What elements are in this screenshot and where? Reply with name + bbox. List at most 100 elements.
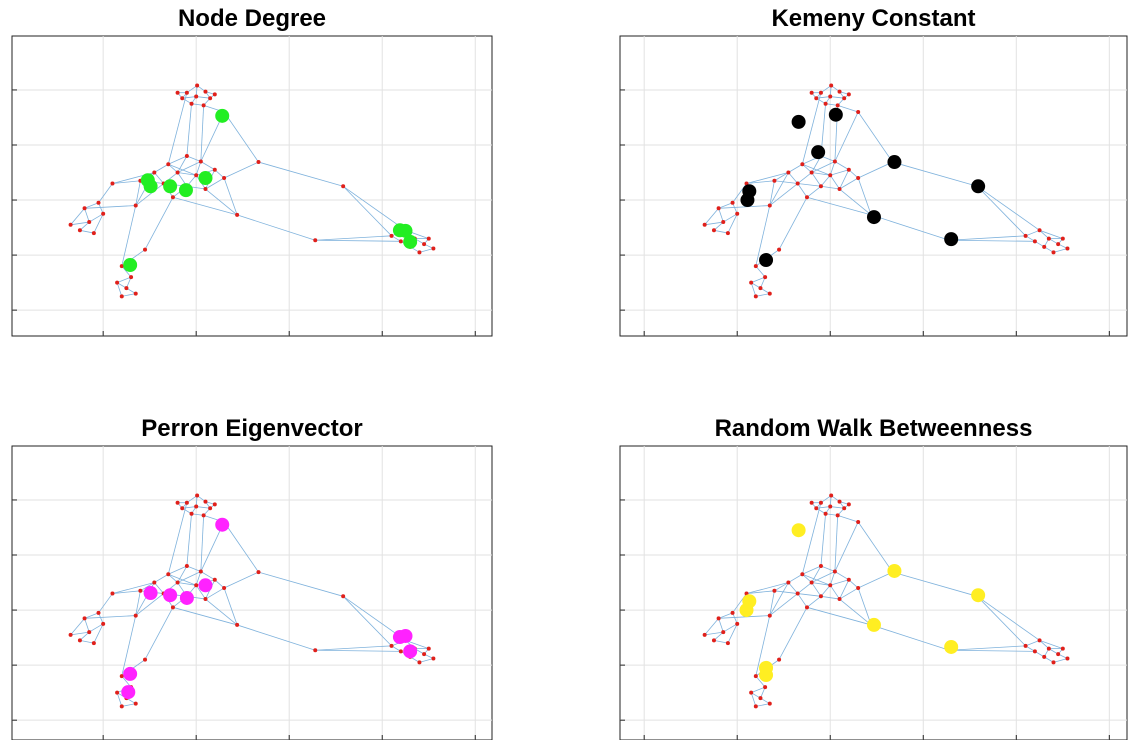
node <box>753 674 758 679</box>
edge <box>848 579 859 589</box>
highlight-node <box>403 644 418 659</box>
node <box>735 211 740 216</box>
edge <box>806 595 822 608</box>
edge <box>797 183 821 187</box>
edge <box>830 169 849 176</box>
edge <box>168 163 178 173</box>
edge <box>755 615 771 677</box>
node <box>87 630 92 635</box>
edge <box>801 502 822 575</box>
highlight-node <box>944 232 959 247</box>
edge <box>419 658 434 663</box>
node <box>313 238 318 243</box>
plot-area <box>11 445 493 740</box>
node <box>143 657 148 662</box>
edge <box>144 197 174 250</box>
highlight-node <box>178 183 193 198</box>
node <box>426 236 431 241</box>
edge <box>857 161 893 179</box>
node <box>201 103 206 108</box>
node <box>235 622 240 627</box>
edge <box>315 649 401 652</box>
node <box>212 167 217 172</box>
highlight-node <box>215 517 230 532</box>
highlight-node <box>739 603 754 618</box>
edge <box>70 208 85 226</box>
node <box>82 616 87 621</box>
node <box>711 228 716 233</box>
node <box>201 513 206 518</box>
node <box>389 643 394 648</box>
edge <box>892 161 978 187</box>
node <box>725 641 730 646</box>
edge <box>704 631 724 636</box>
edge <box>797 183 808 198</box>
node <box>341 184 346 189</box>
node <box>143 247 148 252</box>
node <box>194 173 199 178</box>
node <box>837 597 842 602</box>
edge <box>746 582 789 594</box>
edge <box>1039 640 1050 649</box>
edge <box>976 595 1040 641</box>
edge <box>177 571 202 583</box>
edge <box>704 618 719 636</box>
edge <box>802 163 812 173</box>
edge <box>837 104 859 113</box>
edge <box>811 582 831 586</box>
edge <box>774 180 798 184</box>
edge <box>154 172 164 184</box>
edge <box>214 169 225 179</box>
edge <box>839 579 850 600</box>
node <box>175 90 180 95</box>
node <box>846 502 851 507</box>
edge <box>98 183 113 204</box>
edge <box>79 631 90 641</box>
edge <box>829 161 836 176</box>
edge <box>811 161 836 173</box>
chart-title: Perron Eigenvector <box>141 415 362 442</box>
edge <box>857 587 872 626</box>
node <box>1046 646 1051 651</box>
node <box>730 200 735 205</box>
edge <box>834 515 839 572</box>
node <box>823 101 828 106</box>
node <box>856 176 861 181</box>
edge <box>195 161 202 176</box>
edge <box>84 615 136 619</box>
edge <box>167 92 188 165</box>
edge <box>93 623 104 644</box>
node <box>203 89 208 94</box>
edge <box>834 571 850 581</box>
node <box>256 160 261 165</box>
node <box>823 511 828 516</box>
edge <box>70 631 90 636</box>
edge <box>718 618 724 633</box>
node <box>426 646 431 651</box>
edge <box>191 103 204 106</box>
node <box>835 103 840 108</box>
node <box>1056 652 1061 657</box>
edge <box>144 607 174 660</box>
node <box>814 96 819 101</box>
edge <box>871 214 950 241</box>
edge <box>154 163 169 173</box>
node <box>195 493 200 498</box>
edge <box>811 582 822 597</box>
edge <box>223 177 238 216</box>
node <box>212 577 217 582</box>
edge <box>315 235 392 241</box>
node <box>828 583 833 588</box>
edge <box>811 172 822 187</box>
node <box>389 233 394 238</box>
edge <box>236 214 316 241</box>
node <box>767 613 772 618</box>
highlight-node <box>828 107 843 122</box>
node <box>795 181 800 186</box>
panel: Node Degree <box>11 5 493 337</box>
edge <box>89 623 104 633</box>
node <box>702 222 707 227</box>
node <box>422 242 427 247</box>
edge <box>834 161 850 171</box>
